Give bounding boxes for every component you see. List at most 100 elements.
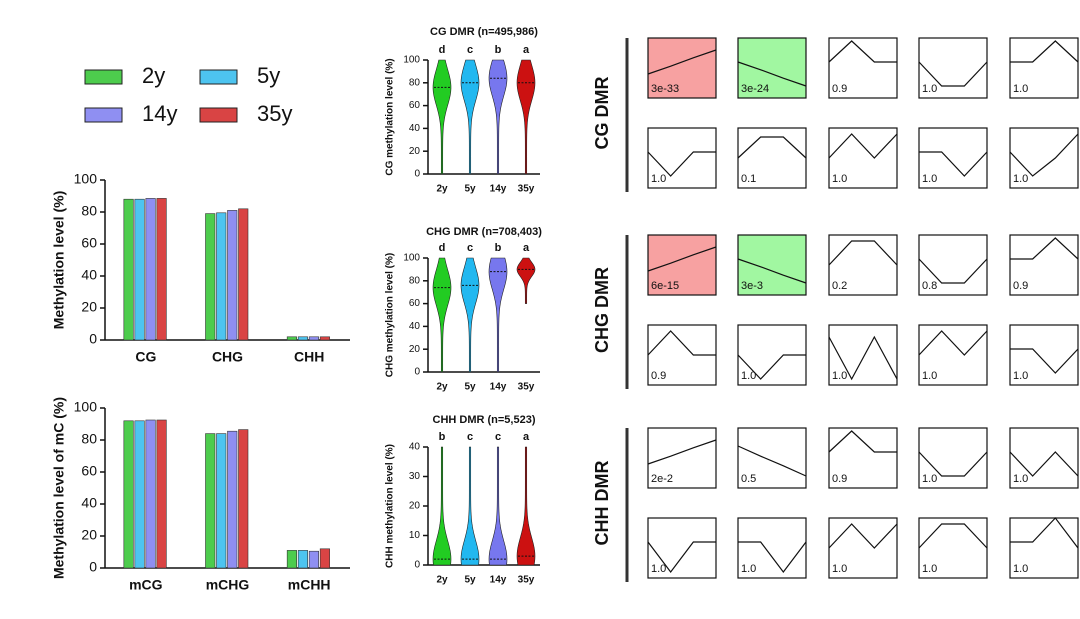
panel-label: 1.0: [1013, 370, 1028, 382]
x-tick-label: CHG: [212, 349, 243, 365]
trend-line: [647, 541, 716, 573]
trend-panel: [918, 324, 988, 386]
panel-label: 0.9: [651, 370, 666, 382]
significance-letter: c: [467, 44, 473, 56]
trend-line: [918, 451, 988, 477]
y-tick-label: 80: [409, 77, 421, 88]
significance-letter: b: [439, 431, 446, 443]
x-tick-label: mCG: [129, 577, 163, 593]
trend-panel: [1009, 517, 1079, 579]
panel-label: 1.0: [922, 370, 937, 382]
significance-letter: d: [439, 44, 446, 56]
legend-label: 14y: [142, 101, 177, 126]
y-tick-label: 40: [409, 123, 421, 134]
y-tick-label: 60: [409, 100, 421, 111]
trend-panel: [737, 37, 807, 99]
x-tick-label: 2y: [436, 184, 448, 195]
panel-label: 2e-2: [651, 473, 673, 485]
trend-line: [737, 136, 807, 159]
trend-panel: [647, 37, 717, 99]
group-label: CHG DMR: [592, 267, 612, 353]
panel-label: 0.1: [741, 173, 756, 185]
y-tick-label: 80: [409, 275, 421, 286]
y-tick-label: 0: [89, 331, 97, 347]
y-tick-label: 60: [409, 298, 421, 309]
bar: [134, 198, 145, 341]
trend-line: [737, 445, 807, 477]
trend-panel: [828, 517, 898, 579]
trend-line: [647, 246, 717, 272]
bar: [297, 550, 308, 569]
bar: [227, 430, 238, 569]
panel-label: 0.9: [1013, 280, 1028, 292]
x-tick-label: 2y: [436, 575, 448, 586]
x-tick-label: 35y: [518, 575, 535, 586]
bar: [238, 208, 249, 341]
significance-letter: a: [523, 242, 530, 254]
panel-label: 3e-33: [651, 83, 679, 95]
trend-panel: [828, 127, 898, 189]
bar: [238, 429, 249, 569]
trend-panel: [918, 427, 988, 489]
y-tick-label: 40: [409, 321, 421, 332]
trend-panel: [1009, 127, 1079, 189]
trend-line: [828, 335, 898, 381]
legend-label: 2y: [142, 63, 165, 88]
y-tick-label: 0: [414, 560, 420, 571]
x-tick-label: CG: [135, 349, 156, 365]
y-tick-label: 30: [409, 471, 421, 482]
significance-letter: d: [439, 242, 446, 254]
panel-label: 1.0: [922, 473, 937, 485]
panel-label: 6e-15: [651, 280, 679, 292]
y-tick-label: 40: [409, 442, 421, 453]
panel-label: 0.9: [832, 473, 847, 485]
legend-label: 5y: [257, 63, 280, 88]
trend-line: [919, 151, 988, 177]
trend-line: [828, 240, 898, 266]
trend-line: [918, 330, 988, 356]
violin: [488, 59, 508, 175]
trend-line: [1009, 133, 1079, 177]
y-tick-label: 0: [414, 169, 420, 180]
x-tick-label: 5y: [464, 184, 476, 195]
significance-letter: c: [467, 242, 473, 254]
trend-panel: [828, 324, 898, 386]
y-tick-label: 100: [403, 55, 420, 66]
trend-line: [828, 133, 898, 159]
bar: [286, 336, 297, 341]
trend-line: [1010, 237, 1079, 260]
violin: [488, 446, 508, 566]
bar: [216, 212, 227, 341]
trend-panel: [647, 127, 717, 189]
group-label: CG DMR: [592, 77, 612, 150]
significance-letter: c: [467, 431, 473, 443]
trend-panel: [737, 127, 807, 189]
trend-line: [1009, 451, 1079, 477]
trend-line: [647, 151, 716, 177]
trend-panel: [918, 517, 988, 579]
violin: [516, 257, 536, 304]
panel-label: 0.9: [832, 83, 847, 95]
trend-line: [647, 49, 717, 75]
trend-line: [918, 258, 988, 284]
violin: [516, 59, 536, 175]
y-tick-label: 20: [409, 501, 421, 512]
bar: [216, 433, 227, 569]
panel-label: 1.0: [1013, 83, 1028, 95]
trend-line: [918, 523, 988, 549]
legend-swatch: [84, 69, 123, 85]
panel-label: 0.8: [922, 280, 937, 292]
y-axis-label: CHG methylation level (%): [385, 253, 396, 377]
significance-letter: a: [523, 44, 530, 56]
y-tick-label: 60: [81, 463, 97, 479]
panel-label: 1.0: [1013, 563, 1028, 575]
significance-letter: a: [523, 431, 530, 443]
y-tick-label: 80: [81, 431, 97, 447]
trend-line: [1010, 40, 1079, 63]
trend-line: [1010, 517, 1079, 549]
group-label: CHH DMR: [592, 461, 612, 546]
trend-panel: [737, 517, 807, 579]
panel-label: 1.0: [832, 370, 847, 382]
trend-panel: [647, 517, 717, 579]
bar: [286, 550, 297, 569]
